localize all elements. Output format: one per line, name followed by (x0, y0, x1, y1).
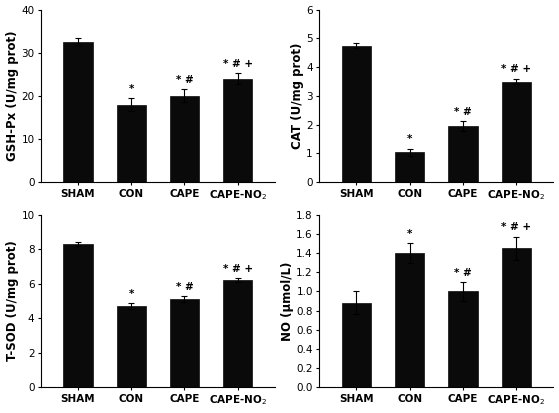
Y-axis label: T-SOD (U/mg prot): T-SOD (U/mg prot) (6, 241, 18, 361)
Text: * # +: * # + (222, 264, 253, 274)
Text: *: * (129, 84, 134, 94)
Bar (395, 152, 424, 182)
Bar (117, 306, 146, 387)
Text: * # +: * # + (501, 223, 531, 233)
Bar (63, 42, 93, 182)
Bar (501, 248, 531, 387)
Bar (223, 78, 252, 182)
Bar (501, 81, 531, 182)
Bar (395, 253, 424, 387)
Bar (342, 45, 371, 182)
Bar (117, 104, 146, 182)
Y-axis label: NO (μmol/L): NO (μmol/L) (281, 261, 293, 341)
Bar (448, 126, 477, 182)
Bar (170, 96, 199, 182)
Text: *: * (407, 229, 413, 239)
Text: * # +: * # + (501, 64, 531, 74)
Text: * #: * # (454, 268, 472, 278)
Text: * #: * # (176, 282, 193, 292)
Bar (63, 244, 93, 387)
Text: * #: * # (176, 75, 193, 85)
Y-axis label: CAT (U/mg prot): CAT (U/mg prot) (291, 43, 304, 149)
Y-axis label: GSH-Px (U/mg prot): GSH-Px (U/mg prot) (6, 31, 18, 161)
Bar (223, 280, 252, 387)
Text: * #: * # (454, 107, 472, 116)
Text: *: * (407, 134, 413, 144)
Text: * # +: * # + (222, 59, 253, 69)
Bar (448, 292, 477, 387)
Bar (342, 303, 371, 387)
Bar (170, 299, 199, 387)
Text: *: * (129, 289, 134, 299)
